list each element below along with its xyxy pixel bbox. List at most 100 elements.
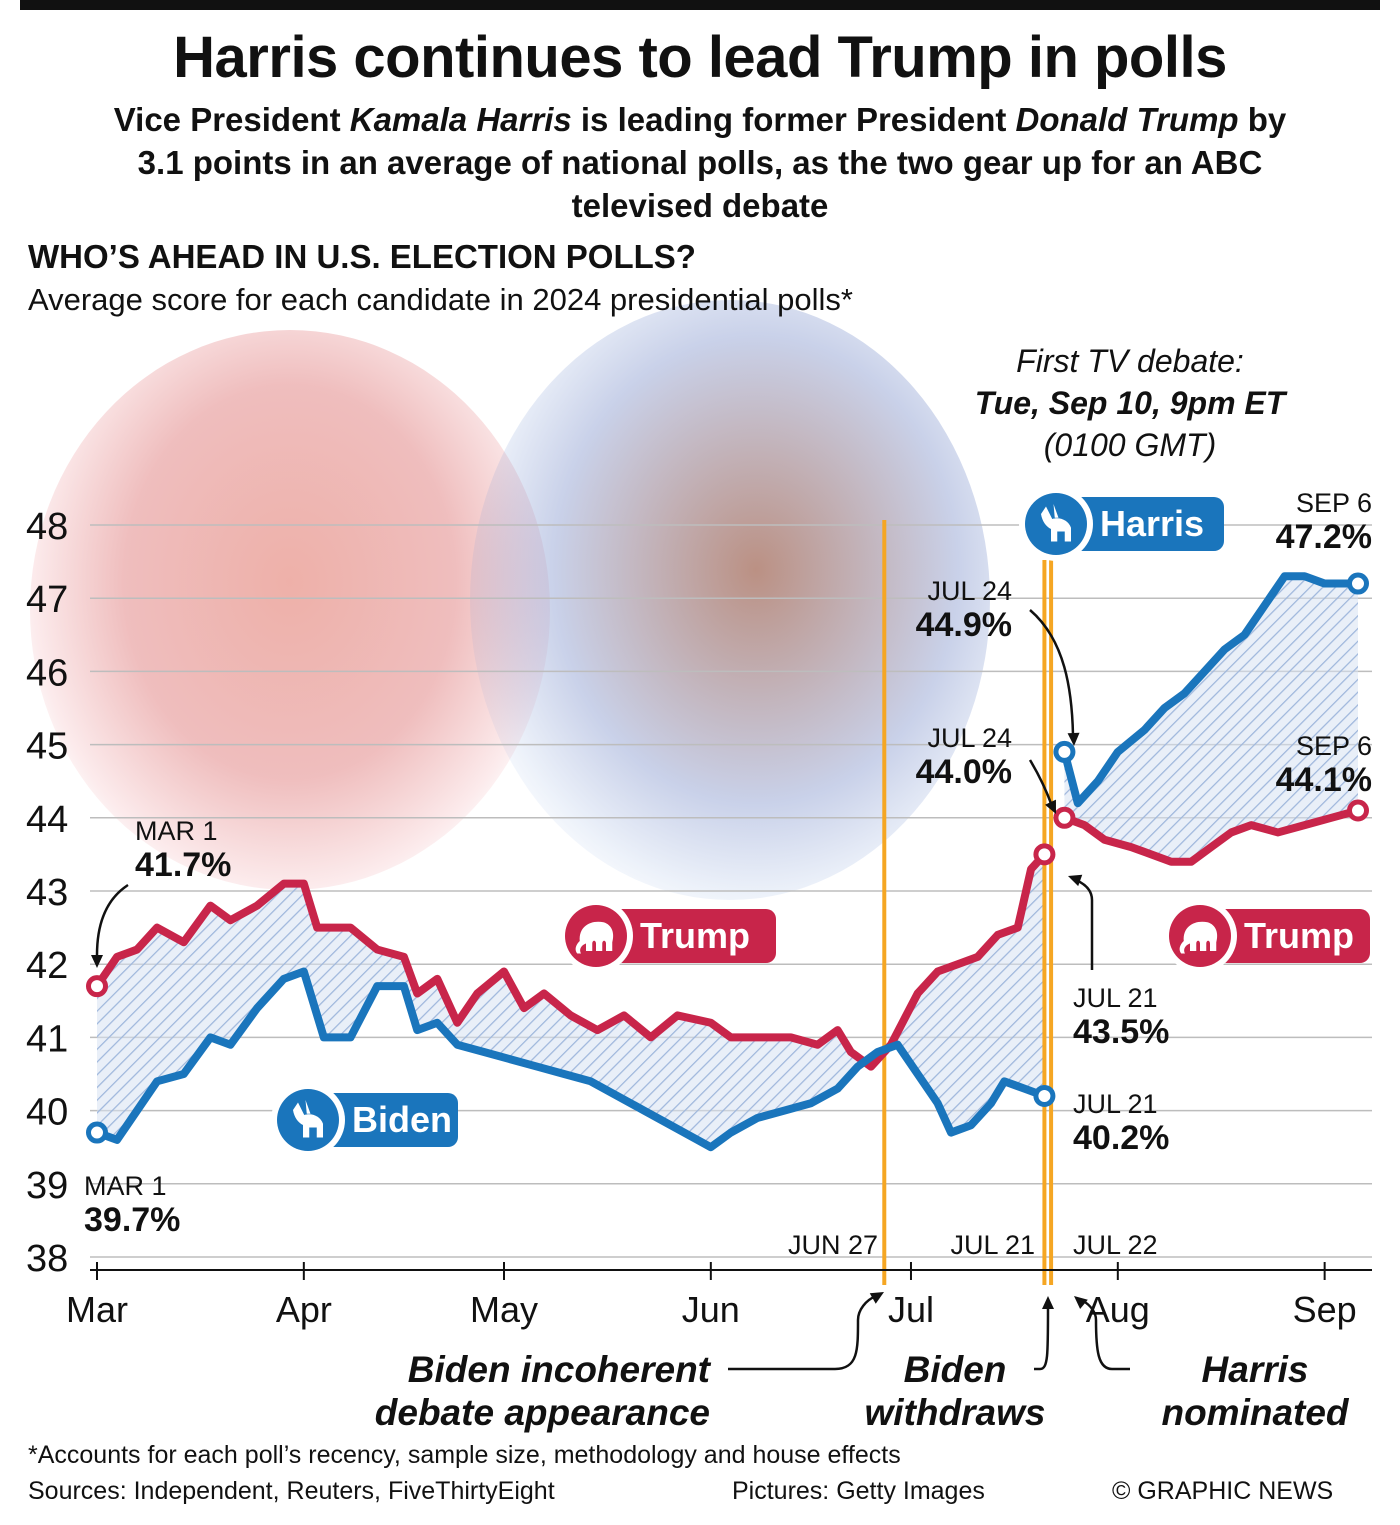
trump-photo	[30, 330, 550, 890]
y-tick-label: 39	[26, 1165, 68, 1207]
event-note-line: nominated	[1161, 1392, 1349, 1433]
page-subtitle: Vice President Kamala Harris is leading …	[90, 98, 1310, 227]
arrow-head	[1074, 1296, 1088, 1309]
trump-badge-2-pill	[1192, 909, 1370, 963]
arrow-harris-nominated	[1081, 1298, 1130, 1371]
y-tick-label: 42	[26, 945, 68, 987]
arrow-mar1	[95, 883, 129, 956]
x-tick-label: May	[470, 1289, 538, 1330]
arrow-head	[1045, 799, 1056, 814]
trump-start-label-value: 41.7%	[135, 846, 231, 884]
harris-end-label-date: SEP 6	[1296, 488, 1372, 518]
arrow-head	[1042, 1296, 1054, 1309]
harris-photo	[470, 300, 990, 900]
y-tick-label: 43	[26, 872, 68, 914]
y-tick-label: 44	[26, 799, 68, 841]
event-note-line: Biden	[904, 1349, 1007, 1390]
subtitle-part: by 3.1 points in an average of national …	[137, 101, 1287, 224]
copyright: © GRAPHIC NEWS	[1112, 1477, 1334, 1505]
harris-start-label-date: JUL 24	[927, 576, 1012, 606]
trump-badge-2-label: Trump	[1244, 915, 1354, 956]
series-line-biden	[93, 967, 1049, 1152]
subtitle-part: is leading former President	[571, 101, 1016, 138]
biden-jul21-label-value: 40.2%	[1073, 1119, 1169, 1157]
y-tick-label: 47	[26, 579, 68, 621]
endpoint-marker	[1347, 799, 1369, 822]
trump-jul21-label-date: JUL 21	[1073, 983, 1158, 1013]
arrow-jul24-trump	[1028, 759, 1054, 807]
lead-gap-area	[97, 854, 1045, 1148]
endpoint-marker	[86, 1121, 108, 1144]
trump-start-label-date: MAR 1	[135, 816, 218, 846]
debate-note-line1: First TV debate:	[1016, 343, 1244, 379]
trump-badge: Trump	[559, 899, 776, 973]
y-tick-label: 45	[26, 726, 68, 768]
biden-jul21-label-date: JUL 21	[1073, 1089, 1158, 1119]
event-note-line: Biden incoherent	[408, 1349, 712, 1390]
event-date-label: JUL 21	[950, 1230, 1035, 1260]
lead-gap-area	[1064, 576, 1358, 862]
biden-start-label-date: MAR 1	[84, 1171, 167, 1201]
trump-badge-label: Trump	[640, 915, 750, 956]
harris-end-label-value: 47.2%	[1276, 518, 1372, 556]
trump-jul24-label-value: 44.0%	[916, 753, 1012, 791]
event-note-line: Harris	[1202, 1349, 1309, 1390]
picture-credit: Pictures: Getty Images	[732, 1477, 985, 1505]
endpoint-marker	[1347, 572, 1369, 595]
x-tick-label: Mar	[66, 1289, 128, 1330]
biden-start-label-value: 39.7%	[84, 1201, 180, 1239]
endpoint-marker	[1053, 806, 1076, 829]
chart-heading: WHO’S AHEAD IN U.S. ELECTION POLLS?	[28, 238, 696, 275]
endpoint-marker	[1033, 843, 1056, 866]
biden-badge-label: Biden	[352, 1099, 452, 1140]
arrow-jun27	[728, 1294, 877, 1371]
endpoint-marker	[1033, 1084, 1056, 1107]
top-rule	[20, 0, 1380, 10]
event-note-line: withdraws	[865, 1392, 1046, 1433]
arrow-head	[91, 955, 103, 968]
biden-badge: Biden	[271, 1083, 458, 1157]
y-tick-label: 48	[26, 506, 68, 548]
debate-note-line3: (0100 GMT)	[1043, 427, 1217, 463]
subtitle-part: Vice President	[113, 101, 350, 138]
debate-note-line2: Tue, Sep 10, 9pm ET	[974, 385, 1286, 421]
arrow-biden-withdraws	[1034, 1307, 1050, 1371]
x-tick-label: Apr	[276, 1289, 332, 1330]
debate-note: First TV debate: Tue, Sep 10, 9pm ET (01…	[915, 340, 1345, 466]
series-line-harris	[1060, 572, 1362, 808]
subtitle-part: Donald Trump	[1015, 101, 1239, 138]
event-note-line: debate appearance	[375, 1392, 710, 1433]
trump-end-label-date: SEP 6	[1296, 731, 1372, 761]
x-tick-label: Sep	[1293, 1289, 1357, 1330]
harris-start-label-value: 44.9%	[916, 606, 1012, 644]
arrow-head	[1068, 874, 1083, 887]
y-tick-label: 38	[26, 1238, 68, 1280]
harris-badge: Harris	[1019, 487, 1224, 561]
endpoint-marker	[86, 975, 108, 998]
event-date-label: JUL 22	[1073, 1230, 1158, 1260]
y-tick-label: 41	[26, 1018, 68, 1060]
x-tick-label: Jun	[682, 1289, 740, 1330]
chart-subheading: Average score for each candidate in 2024…	[28, 282, 853, 317]
harris-badge-label: Harris	[1100, 503, 1204, 544]
x-tick-label: Jul	[888, 1289, 934, 1330]
series-line-trump	[93, 850, 1049, 1071]
footnote: *Accounts for each poll’s recency, sampl…	[28, 1441, 901, 1469]
arrow-jul24-harris	[1029, 609, 1075, 736]
trump-badge-2: Trump	[1163, 899, 1370, 973]
trump-jul24-label-date: JUL 24	[927, 723, 1012, 753]
endpoint-marker	[1053, 740, 1076, 763]
trump-jul21-label-value: 43.5%	[1073, 1013, 1169, 1051]
subtitle-part: Kamala Harris	[349, 101, 572, 138]
y-tick-label: 40	[26, 1092, 68, 1134]
harris-badge-pill	[1048, 497, 1224, 551]
arrow-jul21	[1075, 878, 1094, 970]
page-title: Harris continues to lead Trump in polls	[173, 25, 1227, 90]
trump-badge-pill	[588, 909, 776, 963]
arrow-head	[1067, 732, 1080, 746]
event-date-label: JUN 27	[788, 1230, 878, 1260]
trump-end-label-value: 44.1%	[1276, 761, 1372, 799]
x-tick-label: Aug	[1086, 1289, 1150, 1330]
